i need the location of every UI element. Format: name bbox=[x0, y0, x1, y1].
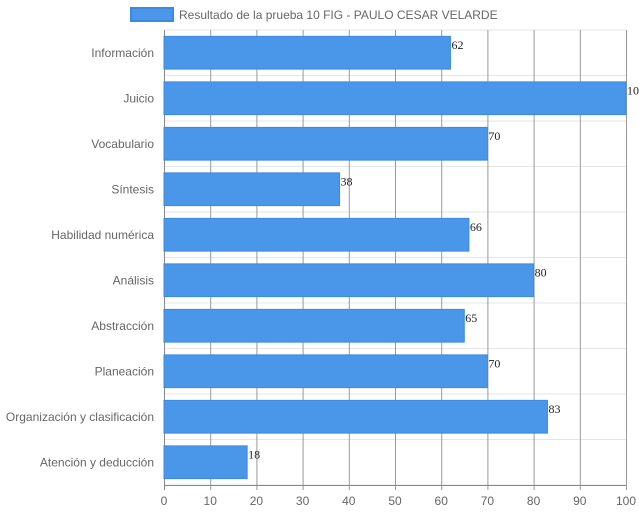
x-tick-label: 40 bbox=[342, 494, 356, 508]
x-tick-label: 80 bbox=[527, 494, 541, 508]
bar[interactable] bbox=[163, 35, 451, 70]
x-tick-label: 30 bbox=[296, 494, 310, 508]
data-label: 100 bbox=[627, 83, 639, 97]
data-label: 65 bbox=[465, 311, 477, 325]
x-tick-label: 20 bbox=[250, 494, 264, 508]
category-label: Vocabulario bbox=[91, 137, 154, 151]
x-tick-label: 60 bbox=[435, 494, 449, 508]
legend[interactable]: Resultado de la prueba 10 FIG - PAULO CE… bbox=[130, 7, 498, 22]
data-labels: 62 100 70 38 66 80 65 70 83 18 bbox=[248, 38, 639, 462]
bar[interactable] bbox=[163, 172, 341, 207]
bar[interactable] bbox=[163, 399, 548, 434]
data-label: 18 bbox=[248, 447, 260, 461]
data-label: 70 bbox=[488, 356, 500, 370]
bar[interactable] bbox=[163, 81, 627, 116]
bar[interactable] bbox=[163, 308, 465, 343]
legend-swatch bbox=[130, 7, 174, 22]
category-label: Atención y deducción bbox=[40, 455, 154, 469]
x-axis-ticks: 0 10 20 30 40 50 60 70 80 90 100 bbox=[161, 494, 637, 508]
legend-label: Resultado de la prueba 10 FIG - PAULO CE… bbox=[179, 8, 498, 22]
bar[interactable] bbox=[163, 217, 470, 252]
data-label: 70 bbox=[488, 129, 500, 143]
category-label: Síntesis bbox=[111, 182, 154, 196]
category-label: Planeación bbox=[95, 364, 154, 378]
category-label: Juicio bbox=[123, 91, 154, 105]
category-label: Análisis bbox=[113, 273, 154, 287]
bar[interactable] bbox=[163, 354, 488, 389]
data-label: 38 bbox=[341, 174, 353, 188]
x-tick-label: 90 bbox=[573, 494, 587, 508]
category-label: Habilidad numérica bbox=[51, 228, 154, 242]
category-labels: Información Juicio Vocabulario Síntesis Habi… bbox=[6, 46, 154, 470]
category-label: Organización y clasificación bbox=[6, 410, 154, 424]
bar[interactable] bbox=[163, 126, 488, 161]
category-label: Abstracción bbox=[91, 319, 154, 333]
x-tick-label: 50 bbox=[388, 494, 402, 508]
x-tick-label: 100 bbox=[616, 494, 636, 508]
data-label: 66 bbox=[470, 220, 482, 234]
data-label: 83 bbox=[548, 402, 560, 416]
x-tick-label: 0 bbox=[161, 494, 168, 508]
category-label: Información bbox=[91, 46, 154, 60]
bar[interactable] bbox=[163, 445, 248, 480]
data-label: 80 bbox=[535, 265, 547, 279]
bars bbox=[163, 35, 627, 480]
bar[interactable] bbox=[163, 263, 535, 298]
x-tick-label: 70 bbox=[481, 494, 495, 508]
x-tick-label: 10 bbox=[204, 494, 218, 508]
data-label: 62 bbox=[451, 38, 463, 52]
